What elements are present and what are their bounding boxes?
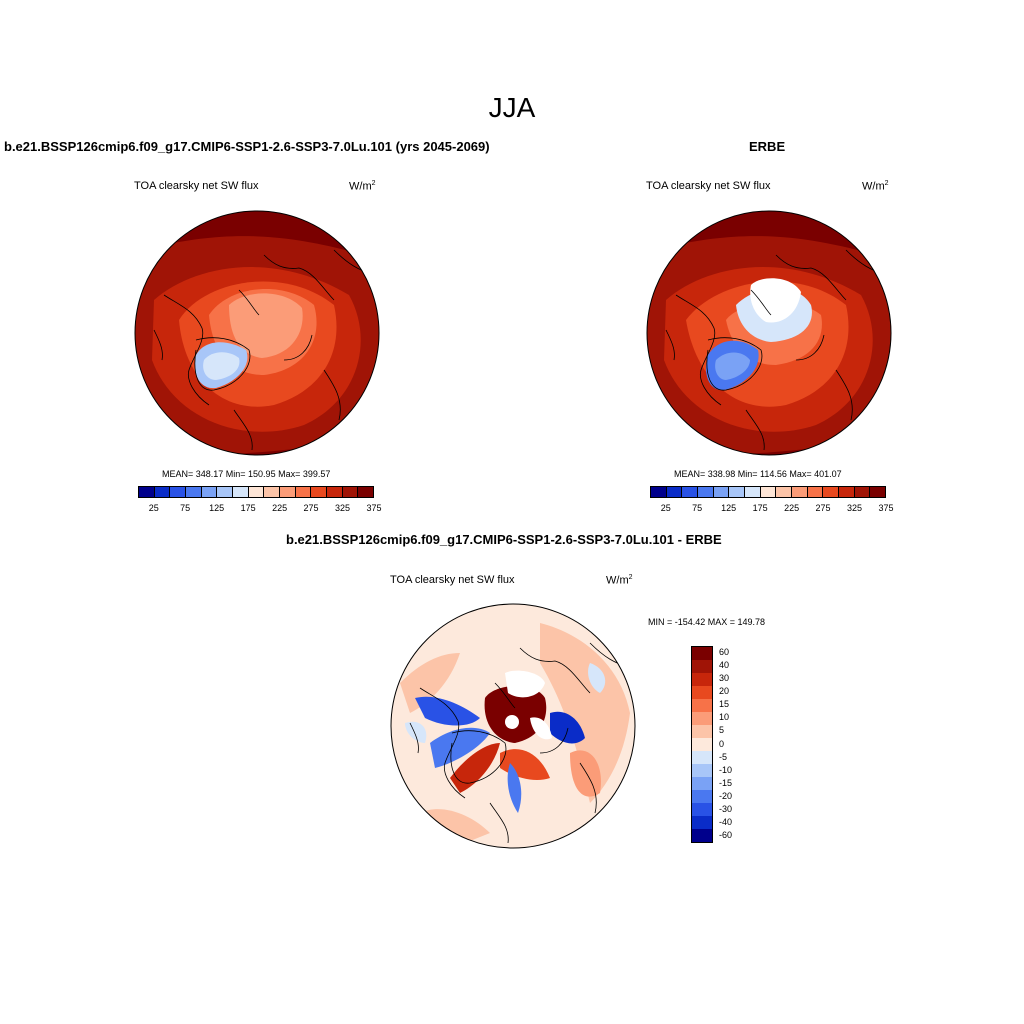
colorbar-swatch <box>692 829 712 842</box>
diff-variable-label: TOA clearsky net SW flux <box>390 574 515 586</box>
colorbar-swatch <box>713 487 730 497</box>
colorbar-swatch <box>692 751 712 764</box>
colorbar-tick-label: 325 <box>847 503 863 513</box>
colorbar-swatch <box>692 647 712 660</box>
colorbar-swatch <box>139 487 155 497</box>
colorbar-tick-label: 225 <box>272 503 288 513</box>
colorbar-swatch <box>745 487 761 497</box>
obs-polar-map <box>646 210 892 456</box>
diff-units-label: W/m2 <box>606 574 633 587</box>
colorbar-swatch <box>760 487 777 497</box>
colorbar-swatch <box>295 487 312 497</box>
colorbar-swatch <box>698 487 714 497</box>
colorbar-swatch <box>666 487 683 497</box>
model-colorbar <box>138 486 374 498</box>
colorbar-tick-label: 60 <box>719 646 730 657</box>
diff-stats: MIN = -154.42 MAX = 149.78 <box>648 617 766 627</box>
model-stats: MEAN= 348.17 Min= 150.95 Max= 399.57 <box>162 469 331 479</box>
colorbar-swatch <box>692 777 712 790</box>
colorbar-tick-label: 175 <box>752 503 768 513</box>
diff-polar-map <box>390 603 636 849</box>
colorbar-tick-label: 5 <box>719 725 725 736</box>
colorbar-swatch <box>201 487 218 497</box>
colorbar-tick-label: 125 <box>721 503 737 513</box>
colorbar-swatch <box>248 487 265 497</box>
model-variable-label: TOA clearsky net SW flux <box>134 180 259 192</box>
colorbar-swatch <box>264 487 281 497</box>
colorbar-swatch <box>870 487 886 497</box>
colorbar-tick-label: 25 <box>660 503 671 513</box>
colorbar-swatch <box>692 816 712 829</box>
colorbar-tick-label: -60 <box>719 830 733 841</box>
model-polar-map <box>134 210 380 456</box>
colorbar-tick-label: 325 <box>335 503 351 513</box>
colorbar-tick-label: 20 <box>719 685 730 696</box>
colorbar-tick-label: 375 <box>366 503 382 513</box>
colorbar-swatch <box>729 487 746 497</box>
colorbar-swatch <box>342 487 359 497</box>
colorbar-swatch <box>682 487 699 497</box>
colorbar-tick-label: 40 <box>719 659 730 670</box>
obs-variable-label: TOA clearsky net SW flux <box>646 180 771 192</box>
colorbar-swatch <box>692 803 712 816</box>
colorbar-tick-label: -30 <box>719 804 733 815</box>
colorbar-tick-label: 375 <box>878 503 894 513</box>
colorbar-swatch <box>807 487 824 497</box>
colorbar-tick-label: 0 <box>719 738 725 749</box>
season-title: JJA <box>488 92 536 123</box>
colorbar-tick-label: 15 <box>719 699 730 710</box>
colorbar-tick-label: 10 <box>719 712 730 723</box>
colorbar-swatch <box>692 790 712 803</box>
colorbar-tick-label: -40 <box>719 817 733 828</box>
colorbar-swatch <box>692 699 712 712</box>
colorbar-swatch <box>692 725 712 738</box>
colorbar-swatch <box>311 487 328 497</box>
colorbar-swatch <box>839 487 855 497</box>
colorbar-tick-label: 175 <box>240 503 256 513</box>
colorbar-swatch <box>792 487 808 497</box>
colorbar-swatch <box>776 487 793 497</box>
colorbar-swatch <box>327 487 343 497</box>
colorbar-tick-label: 30 <box>719 672 730 683</box>
colorbar-tick-label: 225 <box>784 503 800 513</box>
obs-units-label: W/m2 <box>862 180 889 193</box>
colorbar-tick-label: 75 <box>692 503 703 513</box>
colorbar-swatch <box>854 487 871 497</box>
colorbar-swatch <box>823 487 840 497</box>
colorbar-swatch <box>280 487 296 497</box>
colorbar-swatch <box>217 487 234 497</box>
colorbar-tick-label: 275 <box>303 503 319 513</box>
model-colorbar-ticks: 25 75 125 175 225 275 325 375 <box>138 503 382 515</box>
obs-stats: MEAN= 338.98 Min= 114.56 Max= 401.07 <box>674 469 842 479</box>
colorbar-tick-label: 125 <box>209 503 225 513</box>
colorbar-swatch <box>651 487 667 497</box>
model-units-label: W/m2 <box>349 180 376 193</box>
colorbar-tick-label: 25 <box>148 503 159 513</box>
colorbar-swatch <box>692 712 712 725</box>
diff-panel-title: b.e21.BSSP126cmip6.f09_g17.CMIP6-SSP1-2.… <box>286 532 722 547</box>
colorbar-tick-label: -10 <box>719 764 733 775</box>
colorbar-swatch <box>358 487 374 497</box>
colorbar-swatch <box>692 764 712 777</box>
colorbar-tick-label: -20 <box>719 791 733 802</box>
colorbar-tick-label: -5 <box>719 751 728 762</box>
obs-panel-title: ERBE <box>749 139 786 154</box>
colorbar-swatch <box>692 660 712 673</box>
obs-colorbar-ticks: 25 75 125 175 225 275 325 375 <box>650 503 894 515</box>
colorbar-swatch <box>692 738 712 751</box>
obs-colorbar <box>650 486 886 498</box>
colorbar-tick-label: 275 <box>815 503 831 513</box>
colorbar-swatch <box>692 686 712 699</box>
colorbar-swatch <box>170 487 187 497</box>
colorbar-tick-label: 75 <box>180 503 191 513</box>
diff-colorbar <box>691 646 713 843</box>
colorbar-swatch <box>692 673 712 686</box>
colorbar-swatch <box>186 487 202 497</box>
colorbar-tick-label: -15 <box>719 777 733 788</box>
diff-colorbar-ticks: 60 40 30 20 15 10 5 0 -5 -10 -15 -20 -30 -40 -60 <box>719 646 759 843</box>
model-panel-title: b.e21.BSSP126cmip6.f09_g17.CMIP6-SSP1-2.… <box>4 139 490 154</box>
colorbar-swatch <box>154 487 171 497</box>
colorbar-swatch <box>233 487 249 497</box>
